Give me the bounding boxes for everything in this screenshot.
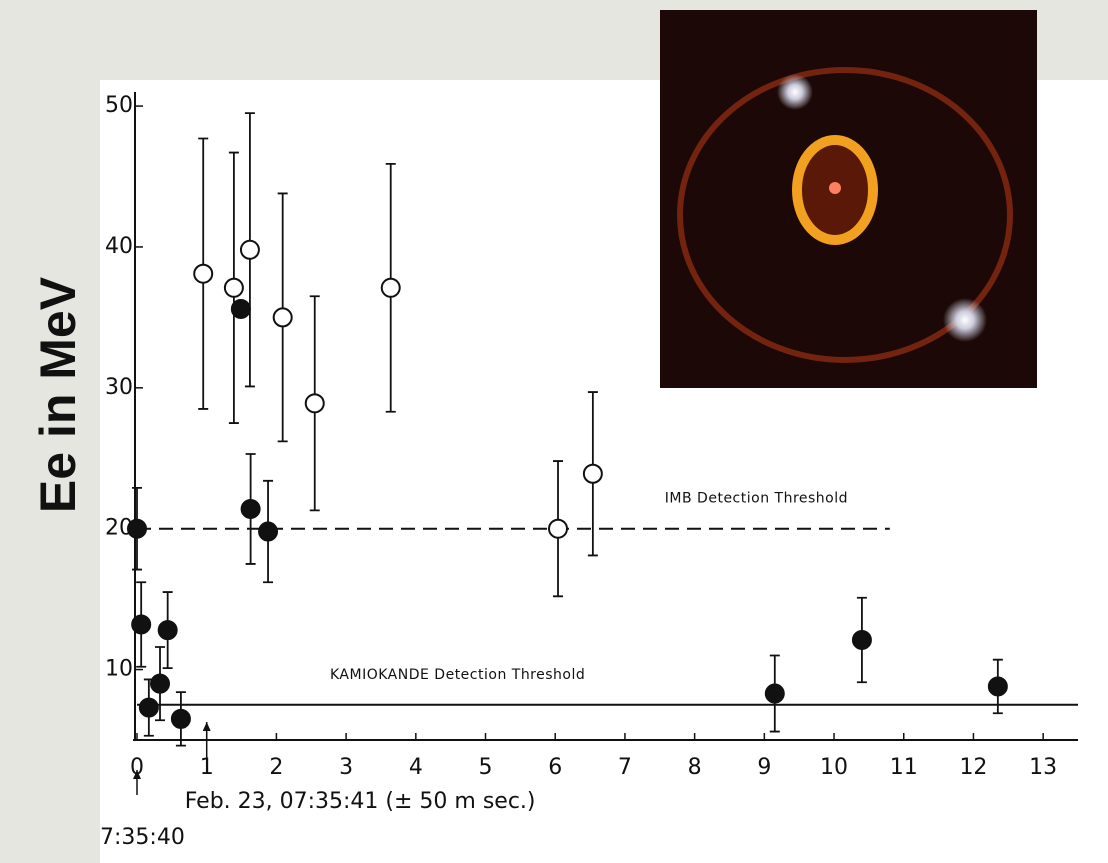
data-point bbox=[272, 307, 293, 328]
supernova-photo bbox=[660, 10, 1037, 388]
data-point bbox=[131, 614, 152, 635]
data-point bbox=[258, 521, 279, 542]
y-tick-label: 10 bbox=[105, 657, 133, 682]
data-point bbox=[582, 463, 603, 484]
x-tick-label: 9 bbox=[757, 755, 771, 780]
data-point bbox=[193, 263, 214, 284]
data-point bbox=[764, 683, 785, 704]
x-tick-label: 3 bbox=[339, 755, 353, 780]
data-point bbox=[548, 518, 569, 539]
x-tick-label: 12 bbox=[959, 755, 987, 780]
arrow-head bbox=[202, 722, 211, 731]
data-point bbox=[230, 298, 251, 319]
x-tick-label: 4 bbox=[409, 755, 423, 780]
data-point bbox=[150, 673, 171, 694]
data-point bbox=[127, 518, 147, 539]
y-tick-label: 50 bbox=[105, 93, 133, 118]
x-tick-label: 6 bbox=[548, 755, 562, 780]
x-tick-label: 11 bbox=[890, 755, 918, 780]
y-axis-label: Ee in MeV bbox=[30, 276, 86, 513]
x-tick-label: 5 bbox=[479, 755, 493, 780]
y-tick-label: 40 bbox=[105, 234, 133, 259]
annotation: Feb. 23, 07:35:41 (± 50 m sec.) bbox=[185, 789, 536, 814]
arrow-head bbox=[133, 770, 141, 779]
data-point bbox=[157, 620, 178, 641]
x-tick-label: 13 bbox=[1029, 755, 1057, 780]
x-tick-label: 2 bbox=[269, 755, 283, 780]
data-point bbox=[304, 393, 325, 414]
threshold-label: KAMIOKANDE Detection Threshold bbox=[330, 667, 585, 683]
data-point bbox=[987, 676, 1008, 697]
x-tick-label: 10 bbox=[820, 755, 848, 780]
threshold-label: IMB Detection Threshold bbox=[665, 491, 848, 507]
data-point bbox=[170, 708, 191, 729]
data-point bbox=[380, 277, 401, 298]
x-tick-label: 7 bbox=[618, 755, 632, 780]
x-tick-label: 8 bbox=[688, 755, 702, 780]
data-point bbox=[851, 629, 872, 650]
data-point bbox=[239, 239, 260, 260]
y-tick-label: 30 bbox=[105, 375, 133, 400]
annotation: 7:35:40 bbox=[100, 825, 185, 850]
data-point bbox=[223, 277, 244, 298]
x-tick-label: 0 bbox=[130, 755, 144, 780]
data-point bbox=[240, 498, 261, 519]
data-point bbox=[138, 697, 159, 718]
